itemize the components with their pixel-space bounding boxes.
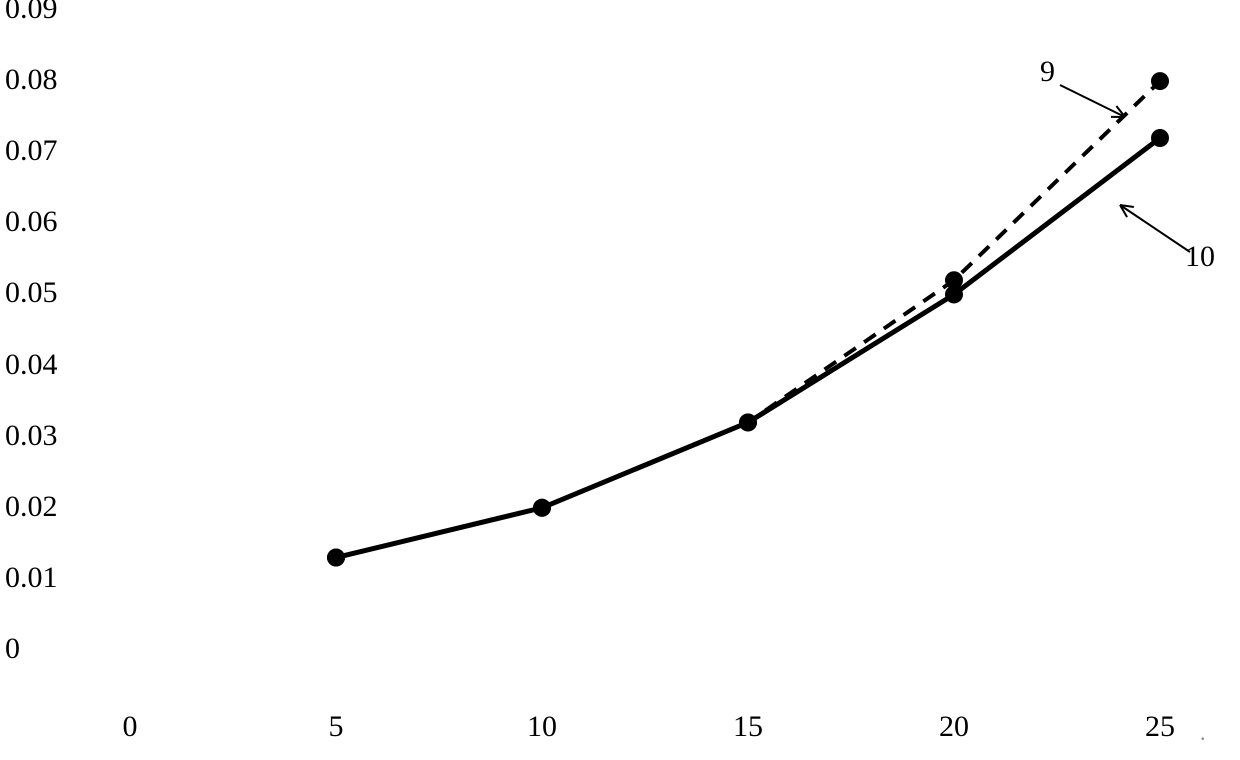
annotation-label-label10: 10 [1185, 240, 1215, 274]
y-tick-label: 0.07 [5, 134, 58, 168]
y-tick-label: 0 [5, 632, 20, 666]
line-chart: 0 0.01 0.02 0.03 0.04 0.05 0.06 0.07 0.08 0.09 0 5 1… [0, 0, 1240, 760]
y-tick-label: 0.06 [5, 205, 58, 239]
annotation-arrow-label10 [1120, 205, 1190, 252]
series-marker-series10 [945, 285, 963, 303]
annotation-arrow-label9 [1060, 85, 1125, 117]
y-tick-label: 0.01 [5, 561, 58, 595]
y-tick-label: 0.04 [5, 348, 58, 382]
x-tick-label: 25 [1140, 710, 1180, 744]
x-tick-label: 5 [316, 710, 356, 744]
series-marker-series10 [1151, 129, 1169, 147]
annotation-label-label9: 9 [1040, 55, 1055, 89]
y-tick-label: 0.02 [5, 490, 58, 524]
x-tick-label: 20 [934, 710, 974, 744]
y-tick-label: 0.08 [5, 63, 58, 97]
chart-svg [0, 0, 1240, 760]
stray-mark: . [1200, 720, 1206, 746]
y-tick-label: 0.09 [5, 0, 58, 26]
series-marker-series10 [533, 499, 551, 517]
series-marker-series9 [1151, 72, 1169, 90]
x-tick-label: 10 [522, 710, 562, 744]
series-marker-series10 [327, 549, 345, 567]
annotation-arrowhead-label10 [1120, 205, 1134, 217]
y-tick-label: 0.03 [5, 419, 58, 453]
y-tick-label: 0.05 [5, 276, 58, 310]
x-tick-label: 15 [728, 710, 768, 744]
x-tick-label: 0 [110, 710, 150, 744]
series-marker-series10 [739, 413, 757, 431]
series-line-series9 [336, 81, 1160, 557]
